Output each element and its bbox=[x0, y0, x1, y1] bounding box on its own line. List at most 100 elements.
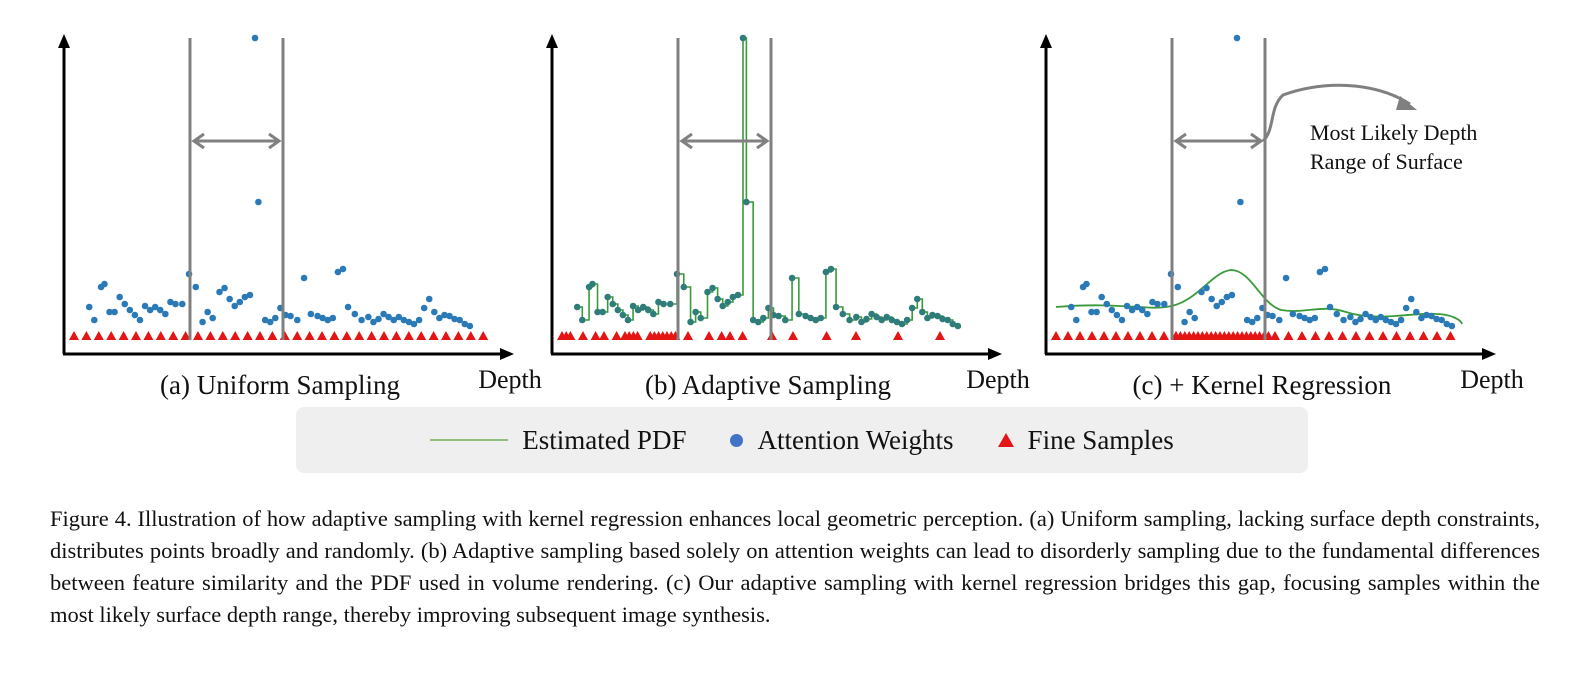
fine-sample-marker bbox=[292, 331, 303, 340]
attention-weight-point bbox=[1103, 300, 1111, 308]
attention-weight-point bbox=[1237, 198, 1244, 206]
fine-sample-marker bbox=[391, 331, 402, 340]
fine-sample-marker bbox=[230, 331, 241, 340]
attention-weight-point bbox=[425, 295, 433, 303]
attention-weight-point bbox=[385, 313, 392, 321]
fine-sample-marker bbox=[1324, 331, 1334, 340]
attention-weight-point bbox=[255, 198, 262, 206]
attention-weight-point bbox=[609, 300, 617, 308]
attention-weight-point bbox=[714, 295, 721, 303]
attention-weight-point bbox=[1282, 274, 1290, 282]
fine-sample-marker bbox=[1405, 331, 1415, 340]
legend-label: Estimated PDF bbox=[522, 424, 687, 455]
attention-weight-point bbox=[1438, 316, 1445, 324]
attention-weight-point bbox=[754, 318, 762, 326]
fine-sample-marker bbox=[821, 331, 832, 340]
fine-sample-marker bbox=[1111, 331, 1121, 340]
attention-weight-point bbox=[236, 298, 244, 306]
attention-weight-point bbox=[261, 316, 269, 324]
attention-weight-point bbox=[573, 303, 581, 311]
y-axis-arrow bbox=[1040, 34, 1052, 48]
attention-weight-point bbox=[929, 311, 936, 319]
attention-weight-point bbox=[1357, 315, 1364, 323]
attention-weight-point bbox=[579, 316, 586, 324]
attention-weight-point bbox=[795, 310, 803, 318]
fine-sample-marker bbox=[683, 331, 693, 340]
attention-weight-point bbox=[697, 314, 705, 322]
attention-weight-point bbox=[1144, 310, 1151, 318]
attention-weight-point bbox=[1083, 280, 1090, 288]
fine-sample-marker bbox=[1378, 331, 1388, 340]
attention-weight-point bbox=[307, 310, 315, 318]
attention-weight-point bbox=[1306, 316, 1314, 324]
fine-sample-marker bbox=[205, 331, 216, 340]
attention-weight-point bbox=[370, 318, 377, 326]
attention-weight-point bbox=[1407, 295, 1415, 303]
attention-weight-point bbox=[812, 316, 820, 324]
attention-weight-point bbox=[400, 316, 408, 324]
attention-weight-point bbox=[883, 313, 891, 321]
attention-weight-point bbox=[287, 312, 294, 320]
attention-weight-point bbox=[1397, 316, 1405, 324]
fine-sample-marker bbox=[416, 331, 427, 340]
fine-sample-marker bbox=[1391, 331, 1402, 340]
fine-sample-marker bbox=[1063, 331, 1073, 340]
attention-weight-point bbox=[446, 312, 453, 320]
panel-kernel-regression: (c) + Kernel Regression Depth Most Likely … bbox=[1040, 34, 1524, 400]
triangle-icon bbox=[997, 433, 1014, 447]
attention-weight-point bbox=[903, 316, 911, 324]
attention-weight-point bbox=[724, 298, 732, 306]
attention-weight-point bbox=[294, 316, 301, 324]
x-axis-arrow bbox=[1482, 348, 1496, 360]
attention-weight-point bbox=[692, 308, 699, 316]
attention-weight-point bbox=[760, 314, 767, 322]
fine-sample-marker bbox=[1159, 331, 1169, 340]
attention-weight-point bbox=[167, 298, 174, 306]
figure-caption: Figure 4. Illustration of how adaptive s… bbox=[50, 506, 1540, 627]
attention-weight-point bbox=[131, 311, 139, 319]
range-arrow-head-right bbox=[1250, 132, 1264, 150]
fine-sample-marker bbox=[193, 331, 203, 340]
attention-weight-point bbox=[1218, 298, 1226, 306]
attention-weight-point bbox=[1269, 312, 1276, 320]
attention-weight-point bbox=[1174, 283, 1182, 291]
attention-weight-point bbox=[116, 293, 123, 301]
attention-weight-point bbox=[1160, 300, 1168, 308]
x-axis-arrow bbox=[988, 348, 1002, 360]
attention-weight-point bbox=[209, 314, 217, 322]
attention-weight-point bbox=[924, 314, 931, 322]
y-axis-arrow bbox=[546, 34, 558, 48]
fine-sample-marker bbox=[279, 331, 290, 340]
attention-weight-point bbox=[1326, 303, 1334, 311]
fine-sample-marker bbox=[935, 331, 945, 340]
fine-sample-marker bbox=[317, 331, 327, 340]
attention-weight-point bbox=[868, 310, 875, 318]
attention-weight-point bbox=[1413, 308, 1420, 316]
fine-sample-marker bbox=[737, 331, 748, 340]
attention-weight-point bbox=[939, 315, 946, 323]
attention-weight-point bbox=[1289, 310, 1297, 318]
attention-weight-point bbox=[192, 283, 200, 291]
attention-weight-point bbox=[1128, 306, 1136, 314]
attention-weight-point bbox=[944, 316, 951, 324]
attention-weight-point bbox=[266, 318, 274, 326]
attention-weight-point bbox=[719, 302, 727, 310]
attention-weight-point bbox=[1088, 308, 1095, 316]
attention-weight-point bbox=[1402, 304, 1410, 312]
depth-label: Depth bbox=[966, 365, 1030, 394]
attention-weight-point bbox=[121, 300, 129, 308]
fine-sample-marker bbox=[611, 331, 622, 340]
attention-weight-point bbox=[1093, 308, 1100, 316]
attention-weight-point bbox=[1382, 316, 1390, 324]
attention-weight-point bbox=[749, 316, 757, 324]
fine-sample-marker bbox=[590, 331, 601, 340]
attention-weight-point bbox=[873, 313, 880, 321]
fine-sample-marker bbox=[1432, 331, 1442, 340]
attention-weight-point bbox=[858, 318, 865, 326]
attention-weight-point bbox=[1149, 298, 1156, 306]
fine-sample-marker bbox=[255, 331, 265, 340]
attention-weight-point bbox=[1108, 306, 1116, 314]
fine-sample-marker bbox=[441, 331, 451, 340]
fine-sample-marker bbox=[1051, 331, 1061, 340]
attention-weight-point bbox=[729, 293, 737, 301]
